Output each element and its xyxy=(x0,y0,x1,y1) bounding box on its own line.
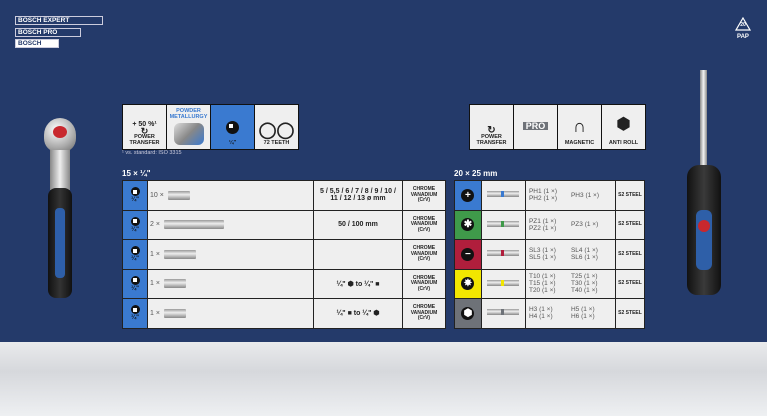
drive-cell: ¼" xyxy=(122,268,148,299)
bit-image xyxy=(487,309,520,316)
item-cell: 10 × xyxy=(147,180,314,211)
feature-power-transfer: ↻ POWER TRANSFER xyxy=(470,105,513,149)
material-cell: CHROME VANADIUM (CrV) xyxy=(402,268,446,299)
part-image xyxy=(167,190,190,200)
size-cell: 50 / 100 mm xyxy=(313,209,403,240)
size-cell: ¼" ■ to ¼" ⬢ xyxy=(313,298,403,329)
bit-type-cell: − xyxy=(454,239,482,270)
footnote: ¹ vs. standard: ISO 3315 xyxy=(122,150,182,156)
socket-row: ¼" 1 × CHROME VANADIUM (CrV) xyxy=(122,239,446,270)
ratchet-image xyxy=(42,118,78,298)
part-image xyxy=(163,308,186,318)
brand-bosch: BOSCH xyxy=(15,39,59,48)
drive-cell: ¼" xyxy=(122,209,148,240)
bit-image-cell xyxy=(480,268,526,299)
ratchet-features: + 50 %¹ ↻ POWER TRANSFER POWDER METALLURGY… xyxy=(122,104,299,150)
feature-anti-roll: ⬢ ANTI ROLL xyxy=(602,105,645,149)
bit-image-cell xyxy=(480,180,526,211)
material-cell: S2 STEEL xyxy=(614,209,646,240)
bit-type-cell: ⬢ xyxy=(454,298,482,329)
socket-set-title: 15 × ¼" xyxy=(122,169,151,178)
brand-bosch-expert: BOSCH EXPERT xyxy=(15,16,103,25)
square-drive-icon xyxy=(130,187,140,197)
socket-row: ¼" 10 × 5 / 5,5 / 6 / 7 / 8 / 9 / 10 / 1… xyxy=(122,180,446,211)
feature-power-transfer: + 50 %¹ ↻ POWER TRANSFER xyxy=(123,105,166,149)
screwdriver-image xyxy=(684,70,724,300)
bit-type-cell: + xyxy=(454,180,482,211)
bit-sizes-cell: T10 (1 ×)T15 (1 ×)T20 (1 ×) T25 (1 ×) T30 … xyxy=(524,268,616,299)
bit-row: + PH1 (1 ×)PH2 (1 ×) PH3 (1 ×) S2 STEEL xyxy=(454,180,646,211)
part-image xyxy=(163,279,186,289)
bit-row: ✱ PZ1 (1 ×)PZ2 (1 ×) PZ3 (1 ×) S2 STEEL xyxy=(454,209,646,240)
part-image xyxy=(163,249,196,259)
bit-image xyxy=(487,250,520,257)
bit-sizes-cell: PH1 (1 ×)PH2 (1 ×) PH3 (1 ×) xyxy=(524,180,616,211)
bit-type-cell: ✱ xyxy=(454,209,482,240)
feature-72-teeth: ◯◯ 72 TEETH xyxy=(255,105,298,149)
bit-image xyxy=(487,279,520,286)
bit-image-cell xyxy=(480,298,526,329)
bit-image-cell xyxy=(480,209,526,240)
drive-cell: ¼" xyxy=(122,298,148,329)
bit-profile-icon: ⬢ xyxy=(461,306,475,320)
bit-image xyxy=(487,220,520,227)
bit-profile-icon: − xyxy=(461,247,475,261)
bit-row: ✸ T10 (1 ×)T15 (1 ×)T20 (1 ×) T25 (1 ×) T3… xyxy=(454,268,646,299)
item-cell: 1 × xyxy=(147,298,314,329)
material-cell: CHROME VANADIUM (CrV) xyxy=(402,209,446,240)
material-cell: CHROME VANADIUM (CrV) xyxy=(402,180,446,211)
material-cell: S2 STEEL xyxy=(614,298,646,329)
size-cell: 5 / 5,5 / 6 / 7 / 8 / 9 / 10 / 11 / 12 /… xyxy=(313,180,403,211)
item-cell: 1 × xyxy=(147,239,314,270)
square-drive-icon xyxy=(130,246,140,256)
bit-sizes-cell: H3 (1 ×)H4 (1 ×) H5 (1 ×) H6 (1 ×) xyxy=(524,298,616,329)
material-cell: S2 STEEL xyxy=(614,239,646,270)
bit-profile-icon: ✸ xyxy=(461,277,475,291)
feature-pro: PRO xyxy=(514,105,557,149)
bit-row: − SL3 (1 ×)SL5 (1 ×) SL4 (1 ×) SL6 (1 ×) S… xyxy=(454,239,646,270)
feature-quarter-drive: ¼" xyxy=(211,105,254,149)
bit-sizes-cell: SL3 (1 ×)SL5 (1 ×) SL4 (1 ×) SL6 (1 ×) xyxy=(524,239,616,270)
bit-image-cell xyxy=(480,239,526,270)
material-cell: S2 STEEL xyxy=(614,268,646,299)
bit-profile-icon: + xyxy=(461,188,475,202)
size-cell: ¼" ⬢ to ¼" ■ xyxy=(313,268,403,299)
socket-row: ¼" 1 × ¼" ⬢ to ¼" ■ CHROME VANADIUM (CrV… xyxy=(122,268,446,299)
bit-set-title: 20 × 25 mm xyxy=(454,169,498,178)
item-cell: 2 × xyxy=(147,209,314,240)
item-cell: 1 × xyxy=(147,268,314,299)
material-cell: CHROME VANADIUM (CrV) xyxy=(402,239,446,270)
material-cell: CHROME VANADIUM (CrV) xyxy=(402,298,446,329)
socket-table: ¼" 10 × 5 / 5,5 / 6 / 7 / 8 / 9 / 10 / 1… xyxy=(122,180,446,329)
material-cell: S2 STEEL xyxy=(614,180,646,211)
brand-bosch-pro: BOSCH PRO xyxy=(15,28,81,37)
size-cell xyxy=(313,239,403,270)
drive-cell: ¼" xyxy=(122,180,148,211)
shelf-reflection xyxy=(0,342,767,416)
socket-row: ¼" 1 × ¼" ■ to ¼" ⬢ CHROME VANADIUM (CrV… xyxy=(122,298,446,329)
recycle-code: PAP xyxy=(737,34,749,40)
drive-cell: ¼" xyxy=(122,239,148,270)
bit-type-cell: ✸ xyxy=(454,268,482,299)
square-drive-icon xyxy=(130,305,140,315)
feature-magnetic: ∩ MAGNETIC xyxy=(558,105,601,149)
bit-image xyxy=(487,191,520,198)
recycle-icon: 20 PAP xyxy=(733,16,753,40)
feature-powder-metallurgy: POWDER METALLURGY xyxy=(167,105,210,149)
bit-features: ↻ POWER TRANSFER PRO ∩ MAGNETIC ⬢ ANTI ROLL xyxy=(469,104,646,150)
socket-row: ¼" 2 × 50 / 100 mm CHROME VANADIUM (CrV) xyxy=(122,209,446,240)
square-drive-icon xyxy=(130,216,140,226)
part-image xyxy=(163,220,224,230)
bit-row: ⬢ H3 (1 ×)H4 (1 ×) H5 (1 ×) H6 (1 ×) S2 ST… xyxy=(454,298,646,329)
bit-sizes-cell: PZ1 (1 ×)PZ2 (1 ×) PZ3 (1 ×) xyxy=(524,209,616,240)
bit-profile-icon: ✱ xyxy=(461,218,475,232)
bit-table: + PH1 (1 ×)PH2 (1 ×) PH3 (1 ×) S2 STEEL ✱ … xyxy=(454,180,646,329)
square-drive-icon xyxy=(130,275,140,285)
